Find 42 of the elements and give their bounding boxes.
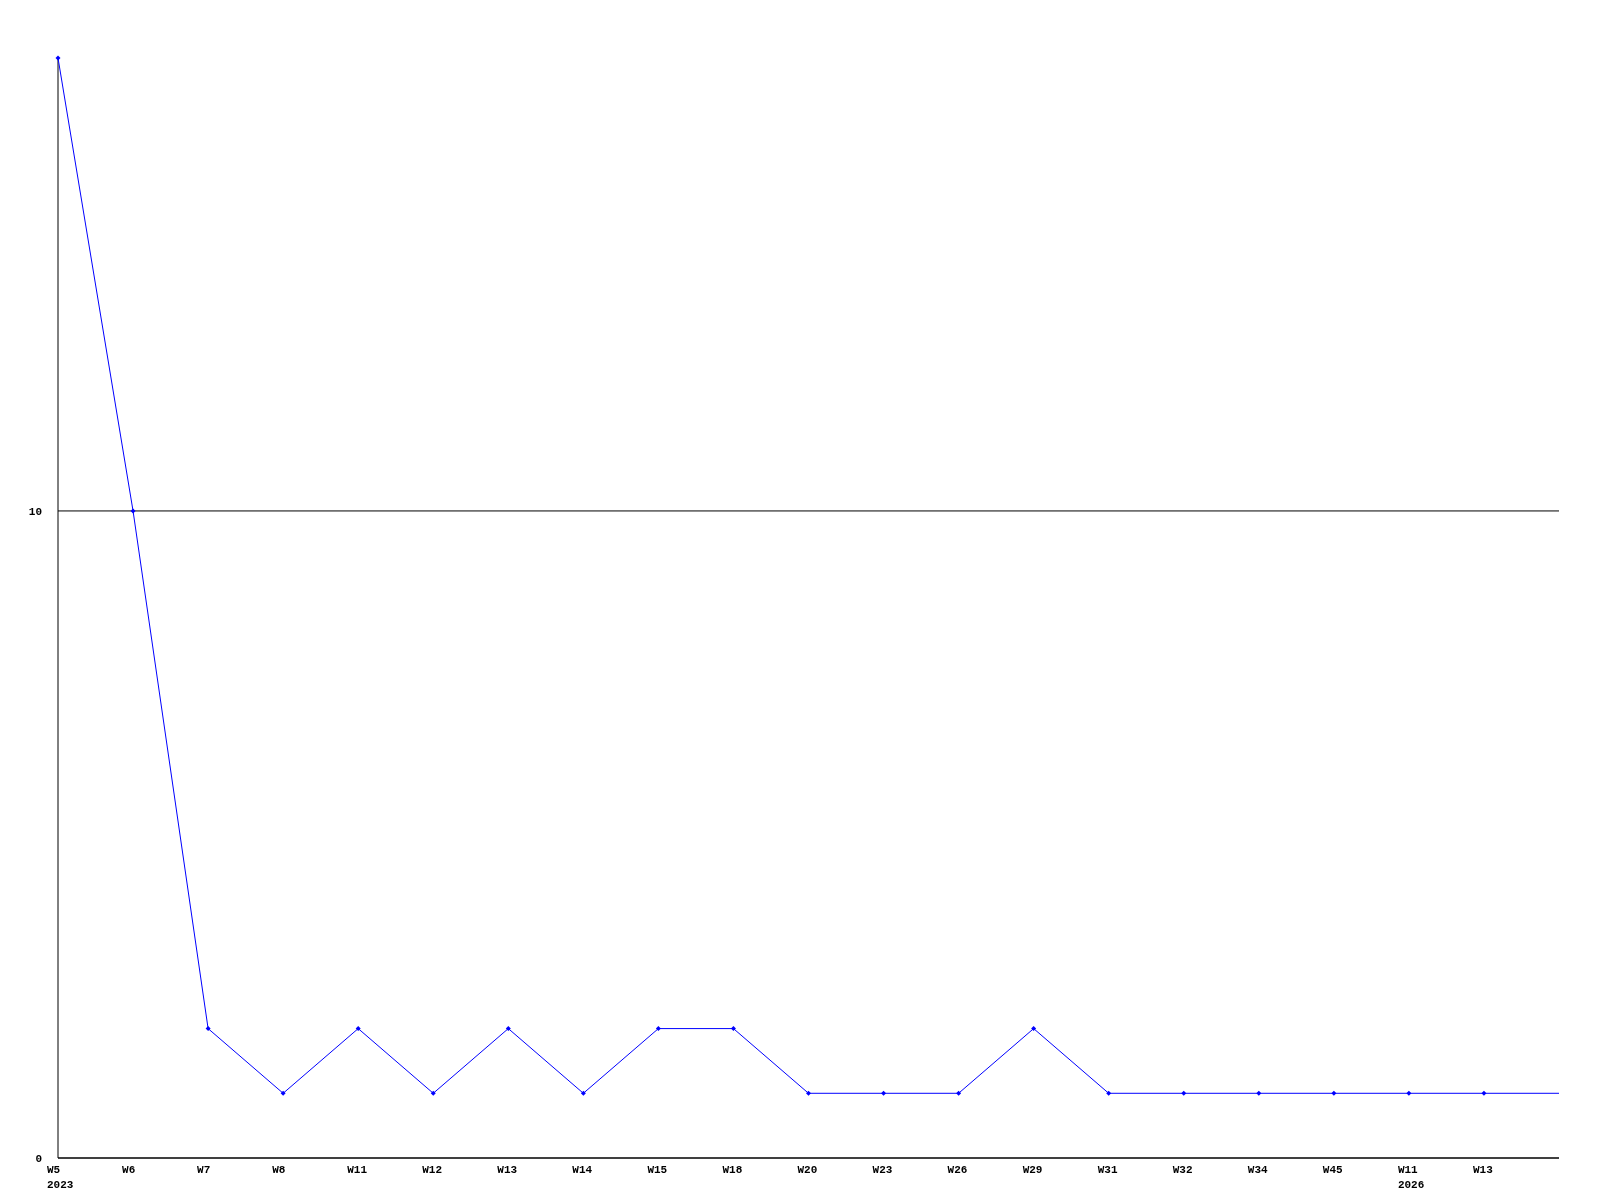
y-tick-label: 0 xyxy=(35,1152,42,1165)
x-tick-label: W11 xyxy=(347,1164,368,1176)
point xyxy=(205,1026,211,1032)
x-tick-label: W13 xyxy=(1472,1164,1494,1176)
x-tick-label: W15 xyxy=(647,1164,668,1176)
point xyxy=(730,1026,736,1032)
point xyxy=(55,55,61,61)
x-tick-label: W12 xyxy=(422,1164,443,1176)
point xyxy=(430,1090,436,1096)
x-tick-label: W11 2026 xyxy=(1397,1164,1425,1191)
x-tick-label: W45 xyxy=(1322,1164,1344,1176)
x-tick-label: W13 xyxy=(497,1164,518,1176)
point xyxy=(505,1026,511,1032)
point xyxy=(1031,1026,1037,1032)
point xyxy=(1406,1090,1412,1096)
x-tick-label: W31 xyxy=(1097,1164,1118,1176)
x-tick-label: W5 2023 xyxy=(47,1164,74,1191)
x-tick-label: W6 xyxy=(122,1164,136,1176)
x-tick-label: W8 xyxy=(272,1164,286,1176)
point xyxy=(1256,1090,1262,1096)
x-tick-label: W26 xyxy=(947,1164,968,1176)
point xyxy=(280,1090,286,1096)
point xyxy=(806,1090,811,1096)
x-tick-label: W29 xyxy=(1022,1164,1043,1176)
point xyxy=(355,1026,361,1032)
point xyxy=(1331,1090,1337,1096)
x-tick-label: W34 xyxy=(1247,1164,1268,1176)
x-tick-label: W20 xyxy=(797,1164,818,1176)
point xyxy=(881,1090,887,1096)
x-tick-label: W14 xyxy=(572,1164,593,1176)
point xyxy=(1181,1090,1187,1096)
point xyxy=(1106,1090,1112,1096)
point xyxy=(1481,1090,1487,1096)
x-tick-label: W18 xyxy=(722,1164,743,1176)
x-tick-label: W32 xyxy=(1172,1164,1193,1176)
y-tick-label: 10 xyxy=(28,505,42,518)
point xyxy=(956,1090,962,1096)
point xyxy=(580,1090,586,1096)
x-tick-label: W7 xyxy=(197,1164,211,1176)
point xyxy=(130,508,136,514)
point xyxy=(655,1026,661,1032)
x-tick-label: W23 xyxy=(872,1164,893,1176)
